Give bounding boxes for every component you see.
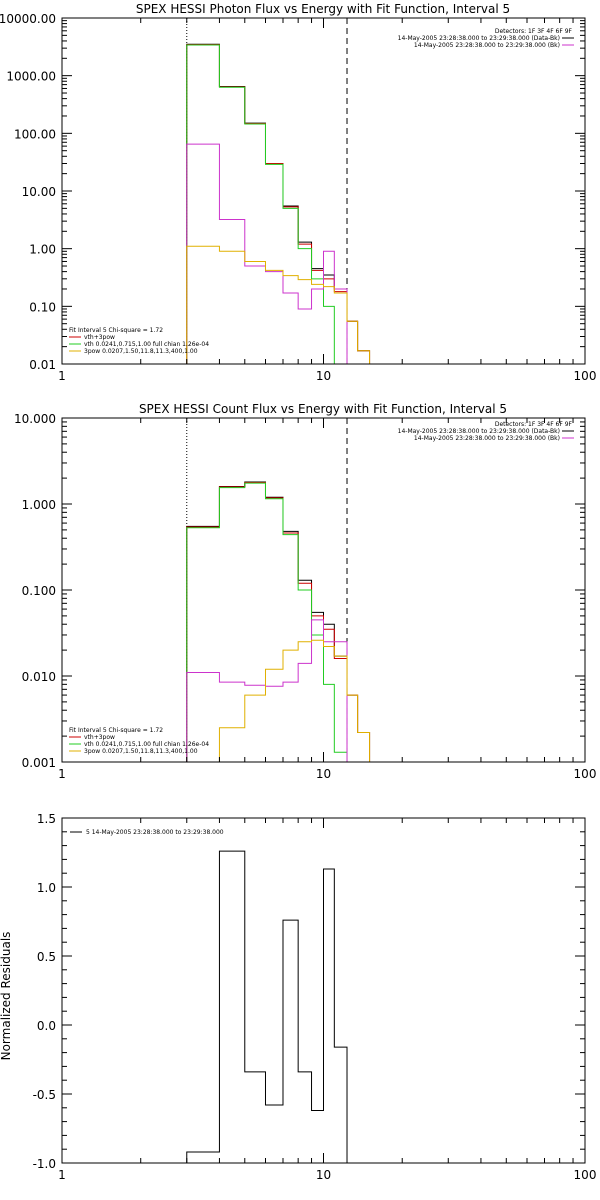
count-legend-fit-interval: Fit Interval 5 Chi-square = 1.72 (69, 727, 163, 734)
count-bottom-legend: Fit Interval 5 Chi-square = 1.72 vth+3po… (69, 727, 209, 755)
count-ytick-label: 0.010 (22, 670, 56, 684)
resid-xtick-label: 100 (574, 1168, 597, 1182)
photon-legend-vth3pow: vth+3pow (84, 334, 115, 341)
photon-series-2 (186, 44, 335, 364)
photon-ytick-label: 1.00 (29, 243, 56, 257)
residuals-legend-label: 5 14-May-2005 23:28:38.000 to 23:29:38.0… (86, 829, 224, 836)
photon-ytick-label: 10000.00 (0, 12, 56, 26)
count-ytick-label: 1.000 (22, 498, 56, 512)
photon-xtick-label: 10 (316, 369, 331, 383)
count-ytick-label: 0.001 (22, 756, 56, 770)
resid-series-0 (186, 850, 348, 1163)
residuals-ylabel: Normalized Residuals (0, 932, 13, 1061)
photon-ytick-label: 0.10 (29, 300, 56, 314)
residuals-legend: 5 14-May-2005 23:28:38.000 to 23:29:38.0… (70, 829, 224, 836)
resid-ytick-label: 1.0 (37, 881, 56, 895)
resid-ytick-label: 1.5 (37, 812, 56, 826)
count-legend-data-bk: 14-May-2005 23:28:38.000 to 23:29:38.000… (398, 428, 560, 435)
photon-flux-title: SPEX HESSI Photon Flux vs Energy with Fi… (136, 2, 510, 16)
count-series-4 (186, 639, 371, 762)
count-flux-title: SPEX HESSI Count Flux vs Energy with Fit… (139, 402, 507, 416)
photon-flux-panel: SPEX HESSI Photon Flux vs Energy with Fi… (0, 2, 597, 383)
photon-ytick-label: 0.01 (29, 358, 56, 372)
count-xtick-label: 1 (58, 767, 66, 781)
photon-legend-data-bk: 14-May-2005 23:28:38.000 to 23:29:38.000… (398, 35, 560, 42)
count-legend-detectors: Detectors: 1F 3F 4F 6F 9F (495, 421, 573, 428)
count-ytick-label: 0.100 (22, 584, 56, 598)
count-legend-vth: vth 0.0241,0.715,1.00 full chian 1.26e-0… (84, 741, 209, 748)
resid-ytick-label: 0.0 (37, 1019, 56, 1033)
photon-series-4 (186, 245, 371, 364)
photon-legend-detectors: Detectors: 1F 3F 4F 6F 9F (495, 28, 573, 35)
photon-legend-bk: 14-May-2005 23:28:38.000 to 23:29:38.000… (414, 42, 560, 49)
photon-xtick-label: 100 (574, 369, 597, 383)
photon-legend-3pow: 3pow 0.0207,1.50,11.8,11.3,400,1.00 (84, 348, 198, 355)
count-xtick-label: 100 (574, 767, 597, 781)
resid-xtick-label: 10 (316, 1168, 331, 1182)
count-legend-3pow: 3pow 0.0207,1.50,11.8,11.3,400,1.00 (84, 748, 198, 755)
residuals-panel: 1 10 100 -1.0 -0.5 0.0 0.5 1.0 1.5 Normalized Re… (0, 812, 597, 1182)
count-ytick-label: 10.000 (14, 412, 56, 426)
photon-bottom-legend: Fit Interval 5 Chi-square = 1.72 vth+3po… (69, 327, 209, 355)
count-top-legend: Detectors: 1F 3F 4F 6F 9F 14-May-2005 23… (398, 421, 574, 442)
count-series-2 (186, 482, 348, 762)
count-xtick-label: 10 (316, 767, 331, 781)
photon-legend-vth: vth 0.0241,0.715,1.00 full chian 1.26e-0… (84, 341, 209, 348)
photon-ytick-label: 100.00 (14, 127, 56, 141)
count-legend-bk: 14-May-2005 23:28:38.000 to 23:29:38.000… (414, 435, 560, 442)
resid-ytick-label: -1.0 (33, 1157, 56, 1171)
photon-ytick-label: 1000.00 (6, 70, 56, 84)
photon-series-3 (186, 143, 348, 364)
photon-xtick-label: 1 (58, 369, 66, 383)
photon-ytick-label: 10.00 (22, 185, 56, 199)
resid-ytick-label: -0.5 (33, 1088, 56, 1102)
resid-xtick-label: 1 (58, 1168, 66, 1182)
resid-ytick-label: 0.5 (37, 950, 56, 964)
count-legend-vth3pow: vth+3pow (84, 734, 115, 741)
photon-top-legend: Detectors: 1F 3F 4F 6F 9F 14-May-2005 23… (398, 28, 574, 49)
count-flux-panel: SPEX HESSI Count Flux vs Energy with Fit… (14, 402, 597, 781)
photon-legend-fit-interval: Fit Interval 5 Chi-square = 1.72 (69, 327, 163, 334)
